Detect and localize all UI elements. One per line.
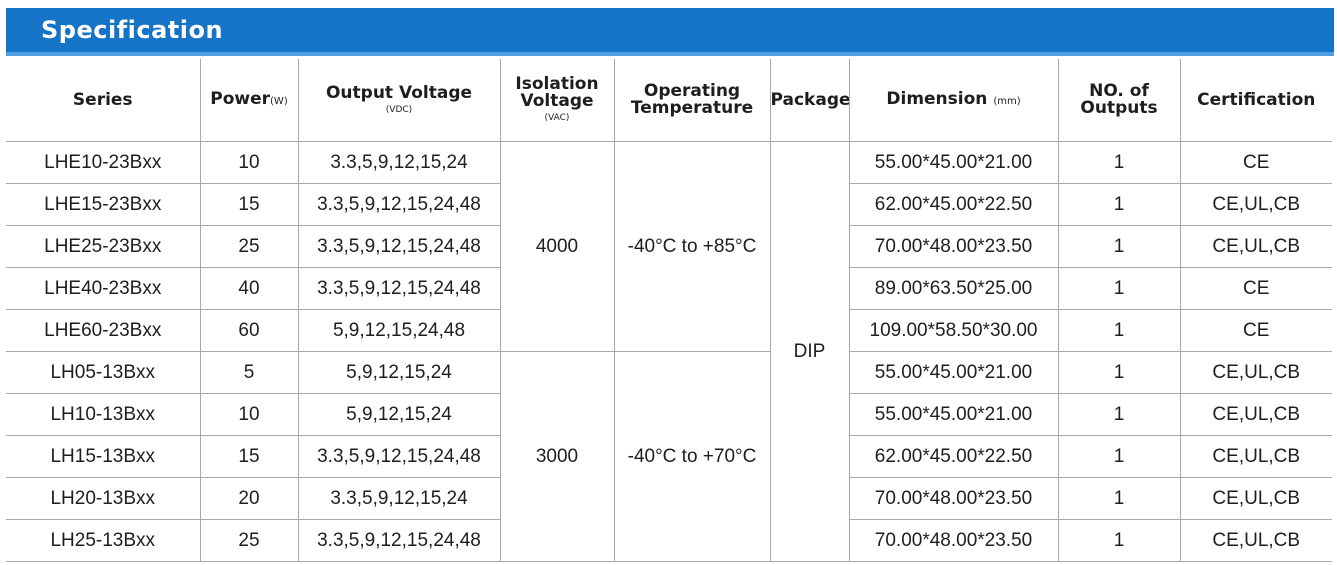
series-cell: LHE15-23Bxx [6, 183, 201, 226]
header-series: Series [6, 59, 201, 142]
outputs-cell: 1 [1057, 225, 1181, 268]
power-cell: 25 [199, 519, 299, 562]
power-cell: 15 [199, 435, 299, 478]
table-row: LHE10-23Bxx 10 3.3,5,9,12,15,24 4000 -40… [6, 141, 1332, 562]
header-outputs: NO. of Outputs [1057, 59, 1181, 142]
power-cell: 20 [199, 477, 299, 520]
outputs-cell: 1 [1057, 435, 1181, 478]
series-cell: LHE60-23Bxx [6, 309, 201, 352]
series-cell: LH25-13Bxx [6, 519, 201, 562]
power-cell: 10 [199, 141, 299, 184]
voltage-cell: 3.3,5,9,12,15,24,48 [297, 519, 501, 562]
dimension-cell: 62.00*45.00*22.50 [848, 435, 1059, 478]
power-cell: 40 [199, 267, 299, 310]
table-row: LH25-13Bxx 25 3.3,5,9,12,15,24,48 70.00*… [6, 519, 1332, 562]
outputs-cell: 1 [1057, 477, 1181, 520]
isolation-cell: 3000 [499, 351, 615, 562]
header-row: Series Power(W) Output Voltage (VDC) Isol… [6, 59, 1332, 142]
series-cell: LH15-13Bxx [6, 435, 201, 478]
table-row: LHE25-23Bxx 25 3.3,5,9,12,15,24,48 70.00… [6, 225, 1332, 268]
temperature-cell: -40°C to +85°C [613, 141, 771, 352]
voltage-cell: 5,9,12,15,24 [297, 393, 501, 436]
series-cell: LHE25-23Bxx [6, 225, 201, 268]
power-cell: 5 [199, 351, 299, 394]
power-cell: 10 [199, 393, 299, 436]
outputs-cell: 1 [1057, 309, 1181, 352]
series-cell: LH20-13Bxx [6, 477, 201, 520]
header-dimension: Dimension (mm) [848, 59, 1059, 142]
dimension-cell: 70.00*48.00*23.50 [848, 519, 1059, 562]
certification-cell: CE,UL,CB [1179, 477, 1332, 520]
header-package: Package [769, 59, 850, 142]
voltage-cell: 3.3,5,9,12,15,24,48 [297, 267, 501, 310]
temperature-cell: -40°C to +70°C [613, 351, 771, 562]
certification-cell: CE,UL,CB [1179, 435, 1332, 478]
series-cell: LH05-13Bxx [6, 351, 201, 394]
power-cell: 15 [199, 183, 299, 226]
voltage-cell: 3.3,5,9,12,15,24,48 [297, 183, 501, 226]
dimension-cell: 70.00*48.00*23.50 [848, 477, 1059, 520]
series-cell: LHE40-23Bxx [6, 267, 201, 310]
package-cell: DIP [769, 141, 850, 562]
certification-cell: CE,UL,CB [1179, 183, 1332, 226]
outputs-cell: 1 [1057, 351, 1181, 394]
series-cell: LHE10-23Bxx [6, 141, 201, 184]
dimension-cell: 70.00*48.00*23.50 [848, 225, 1059, 268]
dimension-cell: 109.00*58.50*30.00 [848, 309, 1059, 352]
certification-cell: CE,UL,CB [1179, 225, 1332, 268]
dimension-cell: 62.00*45.00*22.50 [848, 183, 1059, 226]
table-row: LHE60-23Bxx 60 5,9,12,15,24,48 109.00*58… [6, 309, 1332, 352]
header-output-voltage: Output Voltage (VDC) [297, 59, 501, 142]
voltage-cell: 3.3,5,9,12,15,24 [297, 141, 501, 184]
certification-cell: CE,UL,CB [1179, 393, 1332, 436]
certification-cell: CE [1179, 267, 1332, 310]
outputs-cell: 1 [1057, 183, 1181, 226]
header-certification: Certification [1179, 59, 1332, 142]
voltage-cell: 3.3,5,9,12,15,24 [297, 477, 501, 520]
title-bar: Specification [6, 8, 1334, 56]
voltage-cell: 3.3,5,9,12,15,24,48 [297, 435, 501, 478]
header-power: Power(W) [199, 59, 299, 142]
series-cell: LH10-13Bxx [6, 393, 201, 436]
power-cell: 25 [199, 225, 299, 268]
outputs-cell: 1 [1057, 519, 1181, 562]
isolation-cell: 4000 [499, 141, 615, 352]
header-operating-temperature: Operating Temperature [613, 59, 771, 142]
dimension-cell: 89.00*63.50*25.00 [848, 267, 1059, 310]
certification-cell: CE [1179, 141, 1332, 184]
certification-cell: CE,UL,CB [1179, 519, 1332, 562]
specification-table: Series Power(W) Output Voltage (VDC) Isol… [6, 59, 1332, 562]
header-isolation-voltage: Isolation Voltage (VAC) [499, 59, 615, 142]
voltage-cell: 3.3,5,9,12,15,24,48 [297, 225, 501, 268]
table-row: LH05-13Bxx 5 5,9,12,15,24 3000 -40°C to … [6, 351, 1332, 562]
dimension-cell: 55.00*45.00*21.00 [848, 351, 1059, 394]
outputs-cell: 1 [1057, 141, 1181, 184]
dimension-cell: 55.00*45.00*21.00 [848, 141, 1059, 184]
power-cell: 60 [199, 309, 299, 352]
certification-cell: CE [1179, 309, 1332, 352]
page-title: Specification [41, 16, 224, 44]
outputs-cell: 1 [1057, 267, 1181, 310]
certification-cell: CE,UL,CB [1179, 351, 1332, 394]
voltage-cell: 5,9,12,15,24 [297, 351, 501, 394]
voltage-cell: 5,9,12,15,24,48 [297, 309, 501, 352]
dimension-cell: 55.00*45.00*21.00 [848, 393, 1059, 436]
outputs-cell: 1 [1057, 393, 1181, 436]
